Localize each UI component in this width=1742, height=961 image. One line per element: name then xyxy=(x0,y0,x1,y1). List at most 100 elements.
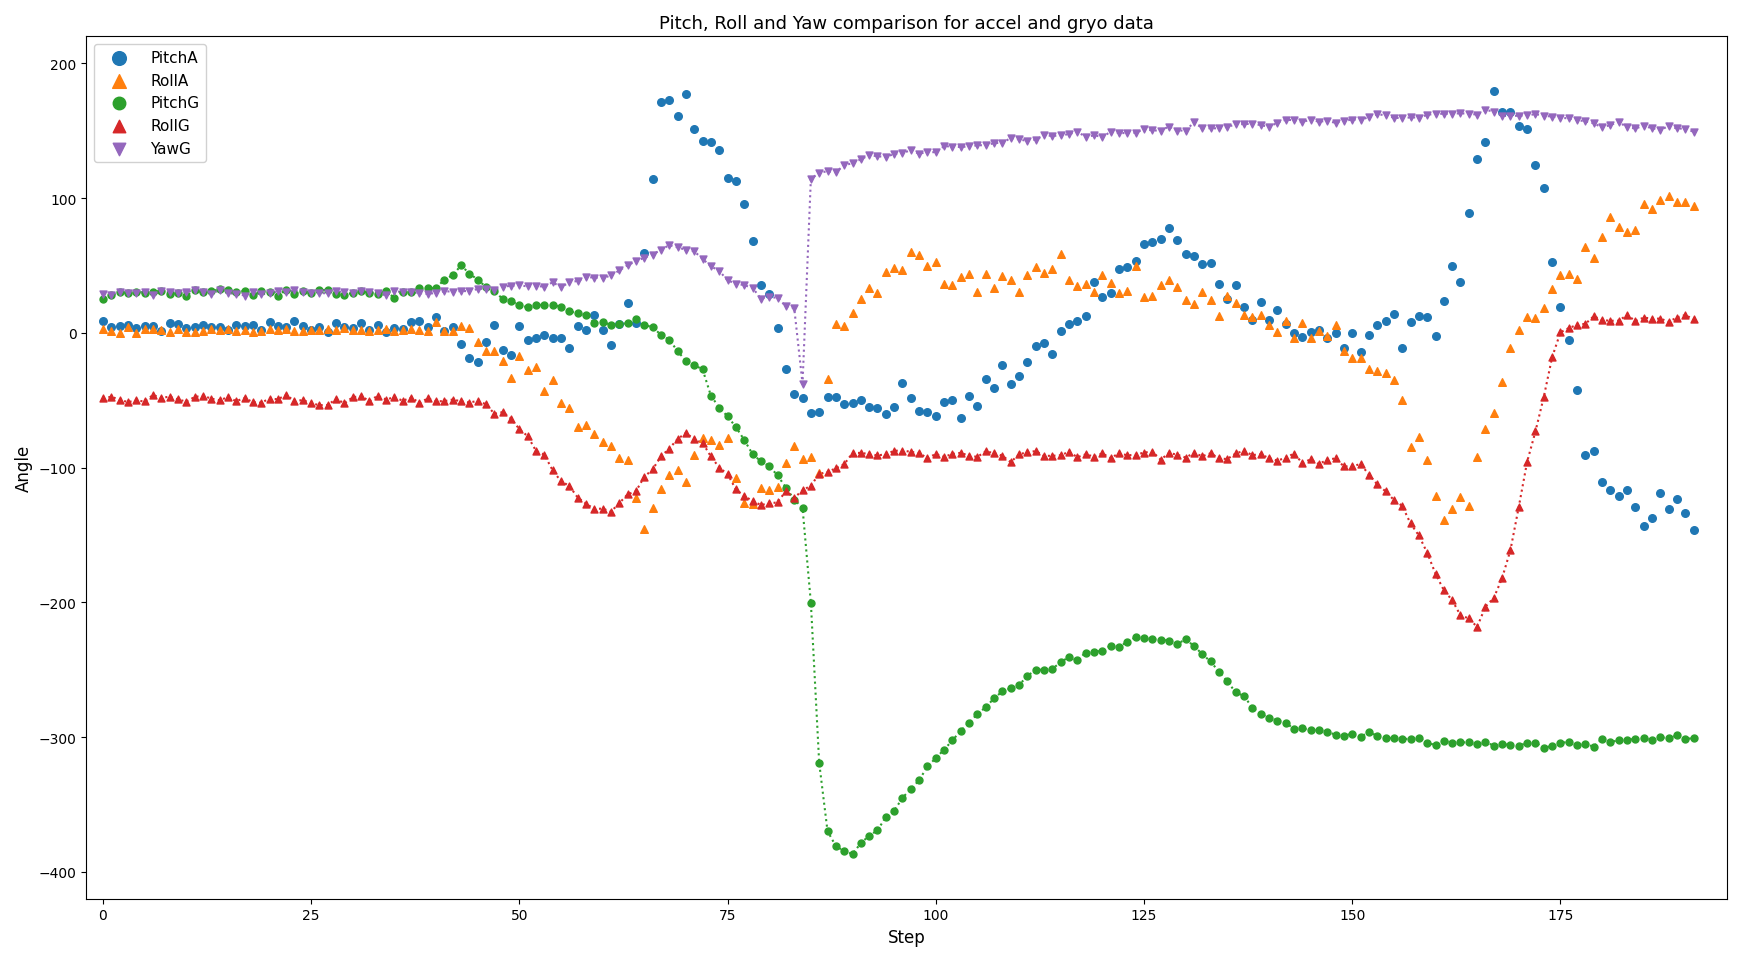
RollG xyxy=(1030,449,1057,464)
RollG xyxy=(481,407,509,422)
PitchA xyxy=(331,320,359,335)
YawG xyxy=(1355,111,1383,126)
PitchG xyxy=(1404,730,1432,746)
RollG xyxy=(897,445,925,460)
RollA xyxy=(672,475,700,490)
RollG xyxy=(1104,446,1132,461)
RollA xyxy=(1589,231,1617,246)
RollA xyxy=(364,323,392,338)
PitchG xyxy=(598,318,625,333)
PitchA xyxy=(556,341,584,357)
PitchA xyxy=(955,389,982,405)
RollA xyxy=(822,317,850,333)
YawG xyxy=(439,284,467,300)
PitchA xyxy=(1113,259,1141,275)
RollG xyxy=(1014,445,1042,460)
RollG xyxy=(930,450,958,465)
PitchG xyxy=(1247,707,1275,723)
RollG xyxy=(206,393,233,408)
RollG xyxy=(1664,310,1691,326)
RollG xyxy=(1364,478,1392,493)
YawG xyxy=(1097,125,1125,140)
RollG xyxy=(955,449,982,464)
YawG xyxy=(1056,127,1084,142)
PitchG xyxy=(613,316,641,332)
RollG xyxy=(530,448,557,463)
PitchA xyxy=(598,338,625,354)
PitchA xyxy=(897,390,925,406)
PitchG xyxy=(406,281,434,296)
PitchA xyxy=(714,171,742,186)
PitchA xyxy=(996,377,1024,392)
RollA xyxy=(197,322,225,337)
PitchA xyxy=(796,407,824,422)
RollA xyxy=(1164,281,1192,296)
RollG xyxy=(113,395,141,410)
RollA xyxy=(1538,283,1566,298)
PitchG xyxy=(1481,738,1509,753)
RollA xyxy=(239,325,267,340)
RollG xyxy=(422,394,449,409)
PitchG xyxy=(1104,640,1132,655)
RollA xyxy=(164,322,192,337)
YawG xyxy=(490,280,517,295)
RollA xyxy=(106,326,134,341)
RollA xyxy=(514,362,542,378)
PitchA xyxy=(589,323,617,338)
PitchG xyxy=(397,285,425,301)
YawG xyxy=(364,286,392,302)
PitchA xyxy=(873,407,901,423)
PitchA xyxy=(672,87,700,103)
PitchG xyxy=(730,432,758,448)
RollA xyxy=(397,322,425,337)
RollA xyxy=(613,453,641,468)
RollA xyxy=(373,322,401,337)
PitchG xyxy=(796,596,824,611)
YawG xyxy=(1388,111,1416,127)
RollG xyxy=(847,446,874,461)
RollA xyxy=(1604,220,1632,235)
PitchA xyxy=(263,319,291,334)
PitchA xyxy=(1496,106,1524,121)
RollA xyxy=(1263,326,1291,341)
PitchG xyxy=(822,839,850,854)
PitchA xyxy=(505,319,533,334)
RollA xyxy=(906,248,934,263)
PitchG xyxy=(373,284,401,300)
PitchG xyxy=(272,283,300,298)
RollG xyxy=(646,450,674,465)
RollA xyxy=(681,449,709,464)
RollG xyxy=(1113,448,1141,463)
YawG xyxy=(1646,123,1674,138)
PitchA xyxy=(340,321,368,336)
RollG xyxy=(340,390,368,406)
Legend: PitchA, RollA, PitchG, RollG, YawG: PitchA, RollA, PitchG, RollG, YawG xyxy=(94,45,206,162)
PitchG xyxy=(1631,731,1658,747)
RollG xyxy=(1622,314,1650,330)
RollG xyxy=(148,390,176,406)
PitchA xyxy=(289,319,317,334)
YawG xyxy=(139,288,167,304)
RollG xyxy=(981,446,1009,461)
YawG xyxy=(1556,111,1583,127)
RollG xyxy=(963,450,991,465)
RollA xyxy=(98,324,125,339)
PitchG xyxy=(988,684,1016,700)
PitchG xyxy=(939,733,967,749)
RollA xyxy=(1289,316,1317,332)
RollA xyxy=(1397,439,1425,455)
RollA xyxy=(1131,290,1158,306)
PitchG xyxy=(805,755,833,771)
YawG xyxy=(831,159,859,174)
PitchG xyxy=(996,680,1024,696)
RollG xyxy=(1538,351,1566,366)
YawG xyxy=(1089,130,1117,145)
PitchG xyxy=(864,823,892,838)
YawG xyxy=(1005,133,1033,148)
RollA xyxy=(838,307,866,322)
YawG xyxy=(1023,133,1050,148)
PitchG xyxy=(289,284,317,300)
YawG xyxy=(814,164,841,180)
RollG xyxy=(772,483,800,499)
PitchA xyxy=(1514,122,1542,137)
